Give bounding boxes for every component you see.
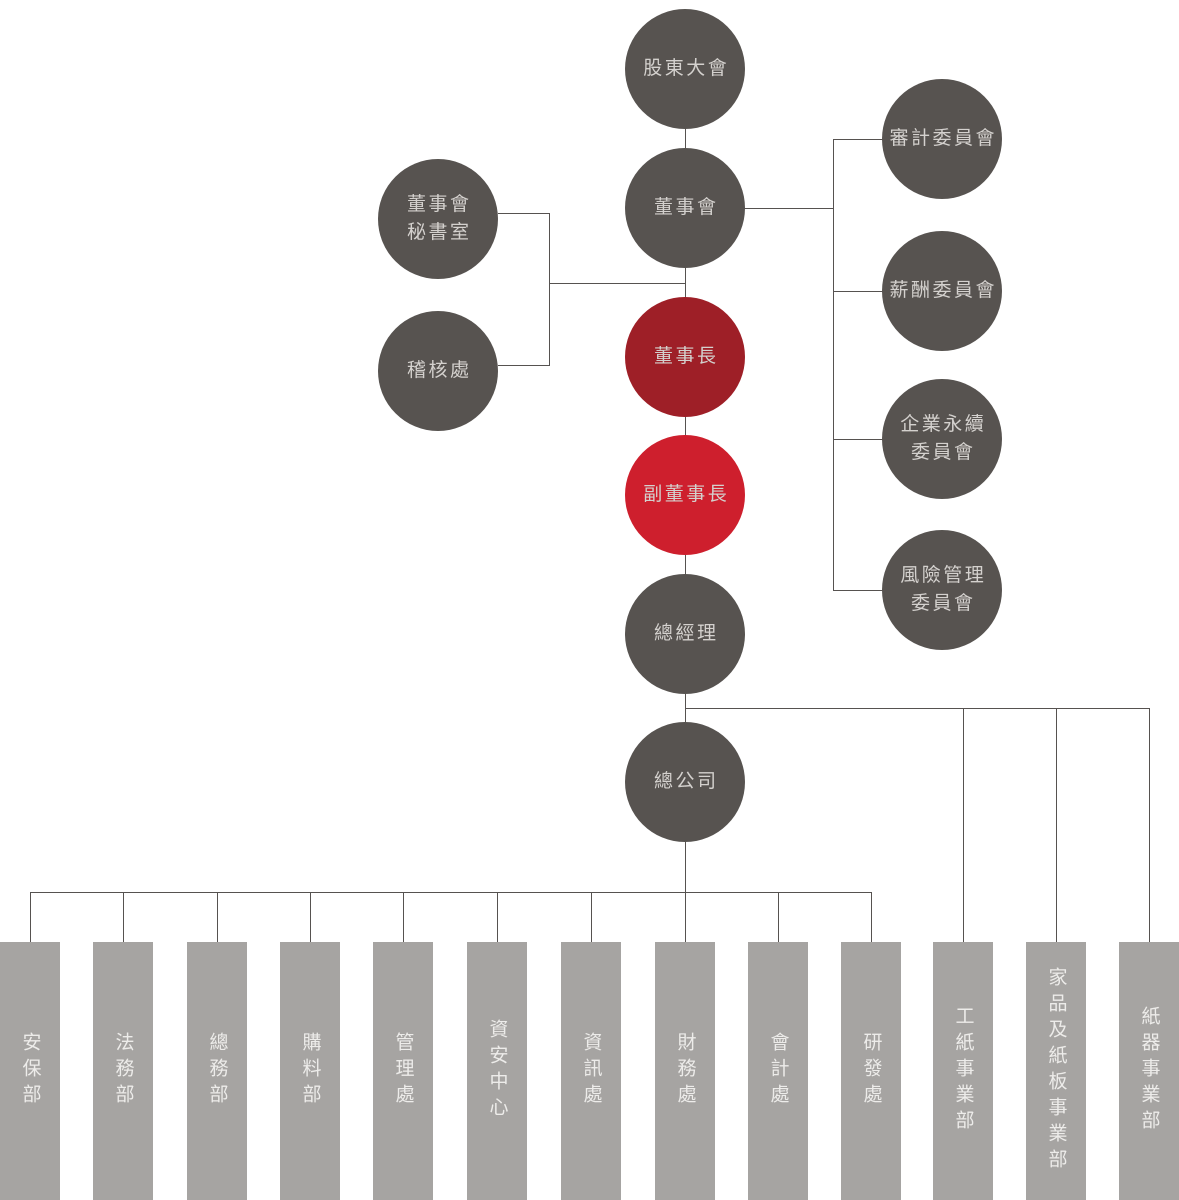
connector-dept-stub [777, 892, 779, 942]
dept-bar-security-dept: 安保部 [0, 942, 60, 1200]
connector-left-vertical [548, 213, 550, 366]
connector-committee-stub-4 [832, 590, 883, 591]
dept-bar-paper-container-division: 紙器事業部 [1119, 942, 1179, 1200]
connector-committee-trunk [832, 139, 834, 591]
node-label: 稽核處 [406, 360, 472, 381]
connector-left-to-main [548, 283, 686, 284]
dept-bar-label: 總務部 [206, 1032, 228, 1110]
node-label: 委員會 [910, 593, 976, 614]
connector-board-to-trunk [744, 208, 833, 209]
connector-dept-stub [496, 892, 498, 942]
connector-secretariat-stub [498, 213, 549, 214]
node-label: 薪酬委員會 [889, 280, 997, 301]
connector-division-drop [1148, 708, 1150, 942]
dept-bar-legal-dept: 法務部 [93, 942, 153, 1200]
connector-committee-stub-2 [832, 291, 883, 292]
node-chairman: 董事長 [625, 297, 745, 417]
connector-dept-stub [29, 892, 31, 942]
dept-bar-home-paperboard-division: 家品及紙板事業部 [1026, 942, 1086, 1200]
node-board-secretariat: 董事會 秘書室 [378, 159, 498, 279]
dept-bar-label: 資安中心 [486, 1019, 508, 1123]
dept-bar-management-office: 管理處 [373, 942, 433, 1200]
node-audit-office: 稽核處 [378, 311, 498, 431]
node-label: 副董事長 [643, 484, 730, 505]
connector-dept-stub [402, 892, 404, 942]
node-label: 董事會 [653, 197, 719, 218]
connector-dept-stub [870, 892, 872, 942]
dept-bar-label: 研發處 [860, 1032, 882, 1110]
node-label: 股東大會 [643, 58, 730, 79]
node-head-office: 總公司 [625, 722, 745, 842]
node-label: 董事長 [653, 346, 719, 367]
node-label: 總經理 [653, 623, 719, 644]
dept-bar-rd-office: 研發處 [841, 942, 901, 1200]
node-board-of-directors: 董事會 [625, 148, 745, 268]
dept-bar-finance-office: 財務處 [655, 942, 715, 1200]
dept-bar-label: 會計處 [767, 1032, 789, 1110]
connector-dept-stub [122, 892, 124, 942]
dept-bar-information-office: 資訊處 [561, 942, 621, 1200]
node-label: 秘書室 [406, 222, 472, 243]
connector-committee-stub-1 [832, 139, 883, 140]
dept-bar-industrial-paper-division: 工紙事業部 [933, 942, 993, 1200]
connector-dept-stub [309, 892, 311, 942]
connector-division-drop [1055, 708, 1057, 942]
connector-dept-stub [216, 892, 218, 942]
connector-committee-stub-3 [832, 439, 883, 440]
dept-bar-label: 家品及紙板事業部 [1045, 967, 1067, 1175]
node-label: 風險管理 [900, 565, 987, 586]
dept-bar-label: 紙器事業部 [1138, 1006, 1160, 1136]
node-shareholders-meeting: 股東大會 [625, 9, 745, 129]
node-label: 總公司 [653, 771, 719, 792]
dept-bar-label: 法務部 [112, 1032, 134, 1110]
node-audit-committee: 審計委員會 [882, 79, 1002, 199]
dept-bar-label: 資訊處 [580, 1032, 602, 1110]
node-general-manager: 總經理 [625, 574, 745, 694]
connector-dept-stub [590, 892, 592, 942]
connector-gm-branch [684, 708, 1150, 709]
node-vice-chairman: 副董事長 [625, 435, 745, 555]
dept-bar-label: 工紙事業部 [952, 1006, 974, 1136]
dept-bar-purchasing-dept: 購料部 [280, 942, 340, 1200]
node-compensation-committee: 薪酬委員會 [882, 231, 1002, 351]
node-label: 委員會 [910, 442, 976, 463]
dept-bar-accounting-office: 會計處 [748, 942, 808, 1200]
node-label: 企業永續 [900, 414, 987, 435]
node-label: 董事會 [406, 194, 472, 215]
node-sustainability-committee: 企業永續 委員會 [882, 379, 1002, 499]
dept-bar-general-affairs-dept: 總務部 [187, 942, 247, 1200]
dept-bar-label: 管理處 [392, 1032, 414, 1110]
dept-bar-label: 購料部 [299, 1032, 321, 1110]
connector-division-drop [962, 708, 964, 942]
dept-bar-label: 財務處 [674, 1032, 696, 1110]
dept-bar-label: 安保部 [19, 1032, 41, 1110]
connector-headoffice-branch [29, 892, 872, 893]
node-risk-management-committee: 風險管理 委員會 [882, 530, 1002, 650]
node-label: 審計委員會 [889, 128, 997, 149]
connector-dept-stub [684, 892, 686, 942]
connector-audit-office-stub [498, 365, 549, 366]
dept-bar-info-security-center: 資安中心 [467, 942, 527, 1200]
